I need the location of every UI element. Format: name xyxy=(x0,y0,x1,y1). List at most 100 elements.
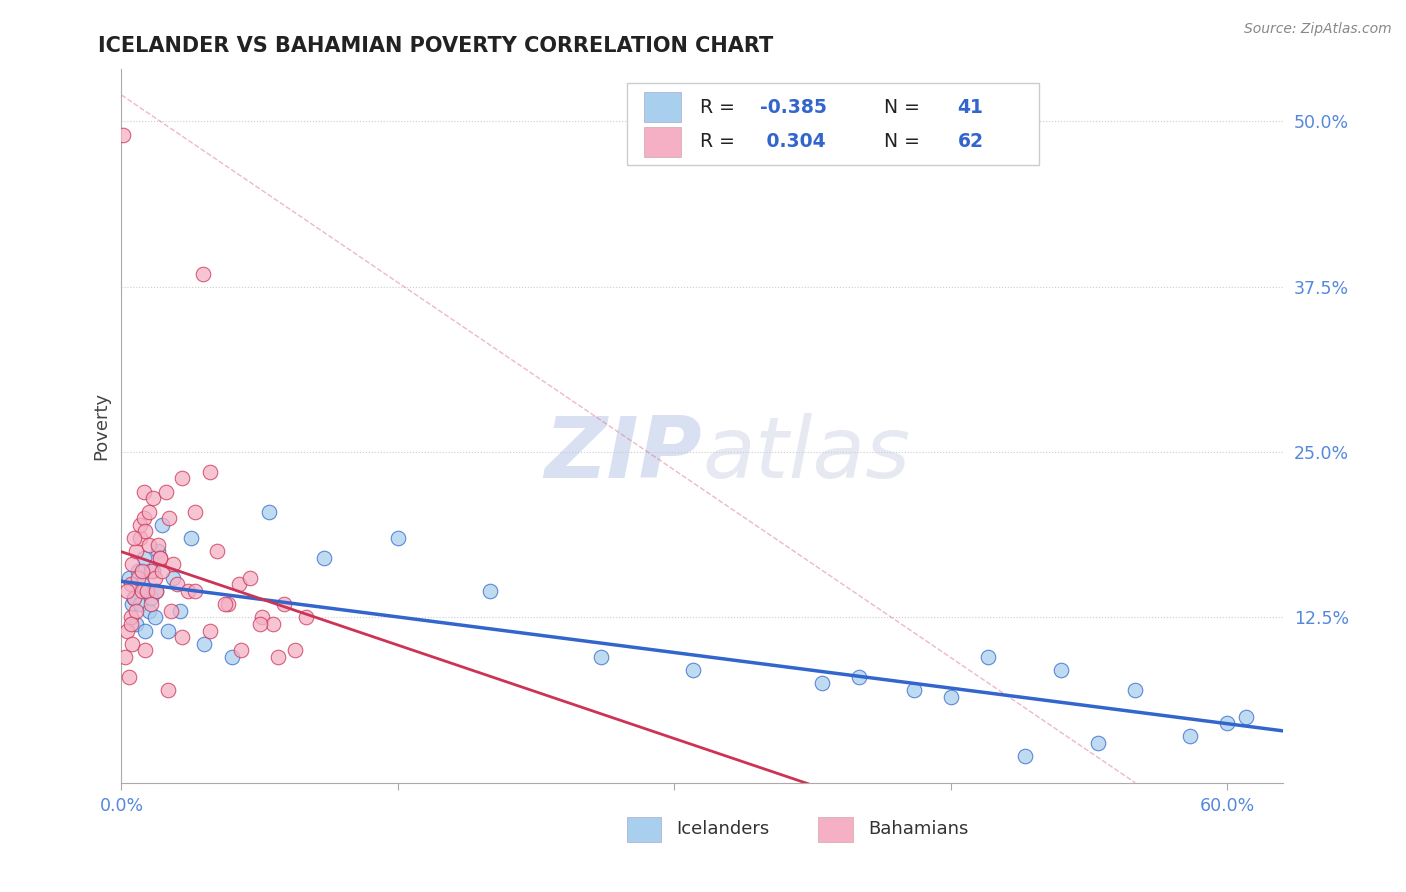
Point xyxy=(125,617,148,632)
Point xyxy=(1050,663,1073,677)
Point xyxy=(150,564,173,578)
Point xyxy=(903,683,925,698)
Point xyxy=(169,604,191,618)
Point xyxy=(150,517,173,532)
Text: 62: 62 xyxy=(957,132,983,152)
Point xyxy=(314,550,336,565)
Point xyxy=(120,610,142,624)
Point xyxy=(682,663,704,677)
Point xyxy=(128,531,150,545)
Point xyxy=(131,583,153,598)
Point xyxy=(136,583,159,598)
Text: N =: N = xyxy=(872,132,925,152)
Point xyxy=(294,610,316,624)
Point xyxy=(118,571,141,585)
Point xyxy=(114,650,136,665)
Point xyxy=(387,531,409,545)
Point xyxy=(138,538,160,552)
Bar xyxy=(627,816,661,841)
Point xyxy=(148,538,170,552)
Point xyxy=(139,597,162,611)
Point xyxy=(148,544,170,558)
Point xyxy=(262,617,284,632)
Point xyxy=(172,471,194,485)
Y-axis label: Poverty: Poverty xyxy=(93,392,110,459)
Point xyxy=(228,577,250,591)
Point xyxy=(143,610,166,624)
Point xyxy=(273,597,295,611)
Text: ICELANDER VS BAHAMIAN POVERTY CORRELATION CHART: ICELANDER VS BAHAMIAN POVERTY CORRELATIO… xyxy=(98,36,773,55)
Point xyxy=(142,491,165,506)
Text: ZIP: ZIP xyxy=(544,413,702,496)
Point xyxy=(134,624,156,638)
Point xyxy=(132,511,155,525)
Text: Icelanders: Icelanders xyxy=(676,820,769,838)
Point xyxy=(1234,709,1257,723)
Text: atlas: atlas xyxy=(702,413,910,496)
Text: N =: N = xyxy=(872,98,925,117)
Point xyxy=(142,564,165,578)
Point xyxy=(136,583,159,598)
Point xyxy=(193,637,215,651)
Point xyxy=(250,610,273,624)
Point xyxy=(145,583,167,598)
Point xyxy=(1123,683,1146,698)
Point xyxy=(112,128,135,142)
Point xyxy=(239,571,262,585)
Point xyxy=(184,583,207,598)
Point xyxy=(120,577,142,591)
Point xyxy=(191,267,214,281)
Point xyxy=(155,484,177,499)
Point xyxy=(139,591,162,605)
Point xyxy=(1180,730,1202,744)
Point xyxy=(479,583,502,598)
Point xyxy=(127,571,149,585)
Point xyxy=(124,531,146,545)
Point xyxy=(267,650,290,665)
Text: Source: ZipAtlas.com: Source: ZipAtlas.com xyxy=(1244,22,1392,37)
Point xyxy=(160,604,183,618)
Point xyxy=(198,465,221,479)
Point xyxy=(198,624,221,638)
Point xyxy=(139,564,162,578)
Point xyxy=(115,624,138,638)
Text: -0.385: -0.385 xyxy=(761,98,827,117)
Point xyxy=(848,670,870,684)
Point xyxy=(166,577,188,591)
Point xyxy=(939,690,962,704)
Point xyxy=(589,650,612,665)
Point xyxy=(172,630,194,644)
Point xyxy=(138,504,160,518)
Point xyxy=(138,604,160,618)
Point xyxy=(221,650,243,665)
Point xyxy=(134,524,156,539)
Point xyxy=(149,550,172,565)
Point xyxy=(162,571,184,585)
Bar xyxy=(644,127,681,157)
Point xyxy=(128,597,150,611)
Point xyxy=(124,591,146,605)
Point xyxy=(131,577,153,591)
Point xyxy=(207,544,229,558)
Point xyxy=(125,544,148,558)
Point xyxy=(1087,736,1109,750)
Point xyxy=(121,637,143,651)
Point xyxy=(156,683,179,698)
Point xyxy=(127,564,149,578)
Point xyxy=(217,597,239,611)
Point xyxy=(124,591,146,605)
Point xyxy=(132,550,155,565)
Text: 0.304: 0.304 xyxy=(761,132,825,152)
Point xyxy=(120,617,142,632)
Point xyxy=(184,504,207,518)
Point xyxy=(121,597,143,611)
Point xyxy=(145,583,167,598)
Bar xyxy=(644,93,681,122)
Text: Bahamians: Bahamians xyxy=(868,820,969,838)
Point xyxy=(157,511,180,525)
Text: R =: R = xyxy=(700,132,741,152)
Point xyxy=(115,583,138,598)
Point xyxy=(284,643,307,657)
Point xyxy=(162,558,184,572)
Point xyxy=(149,550,172,565)
